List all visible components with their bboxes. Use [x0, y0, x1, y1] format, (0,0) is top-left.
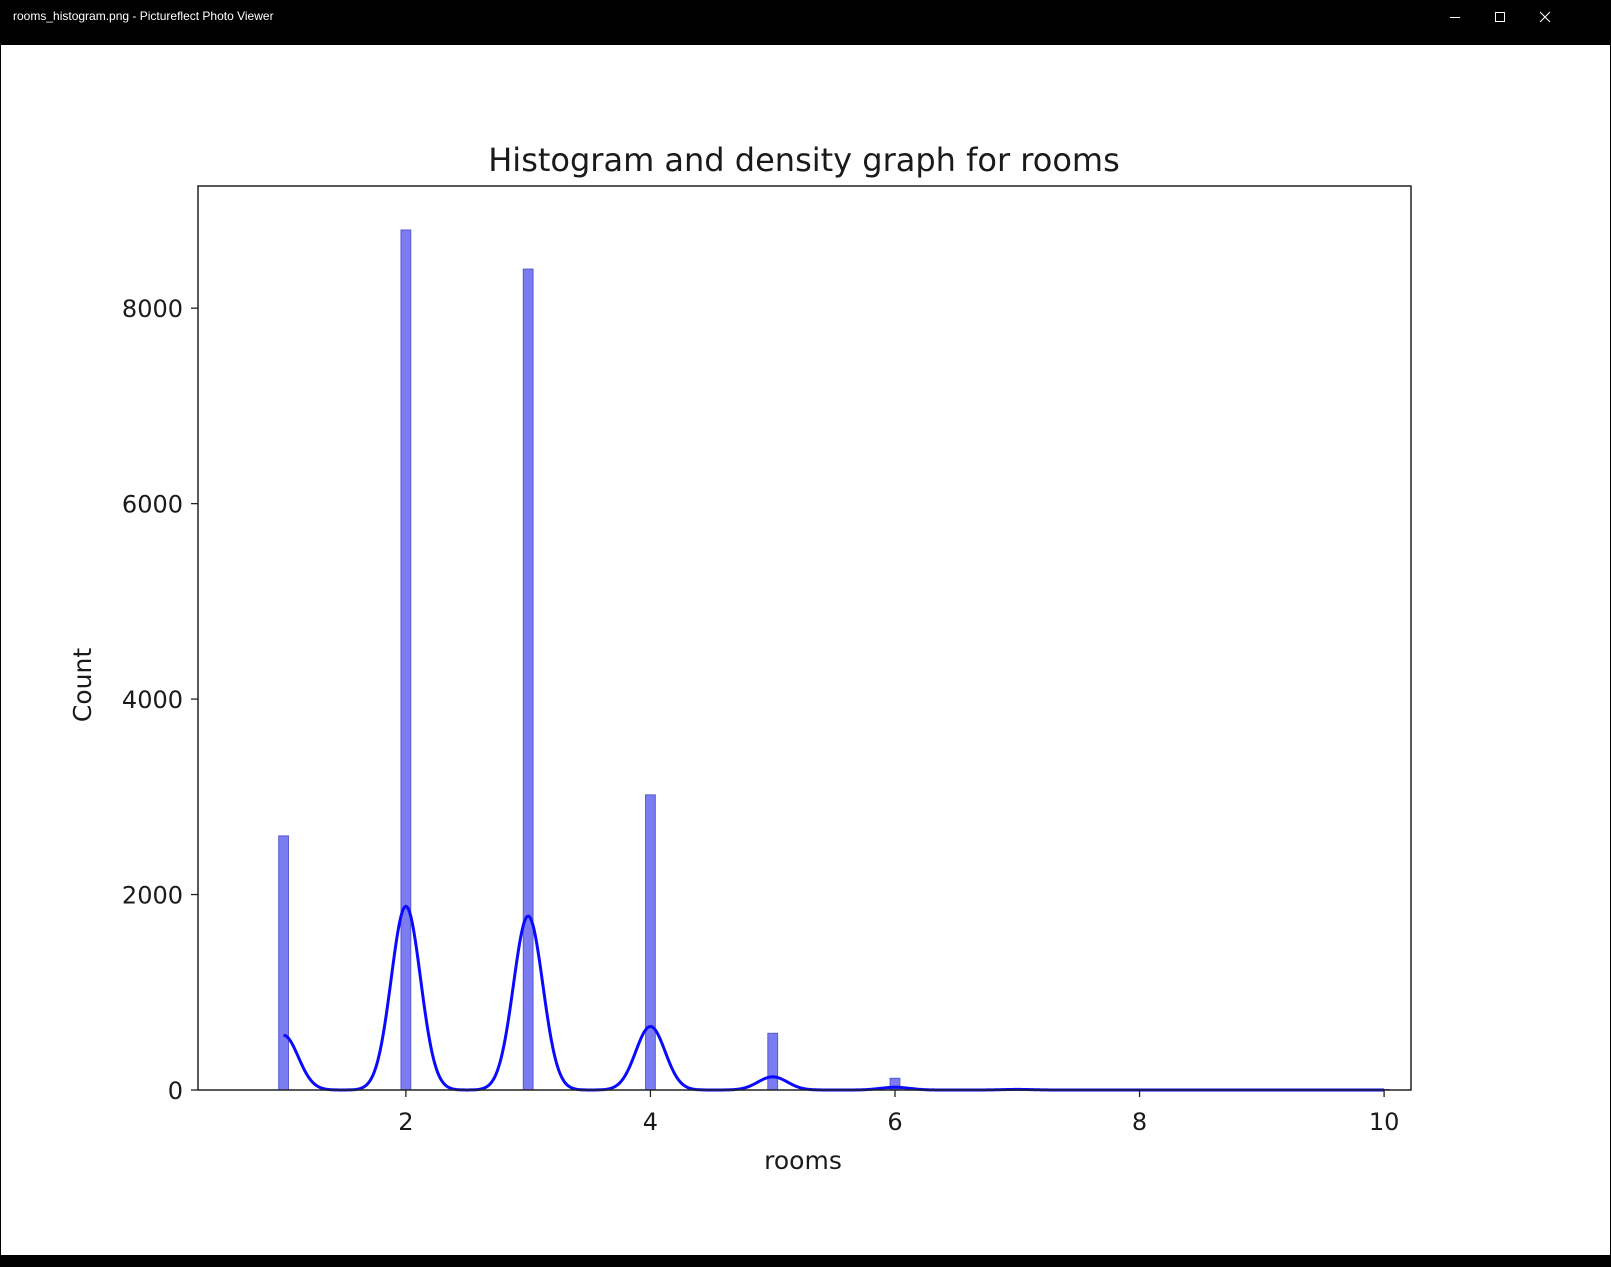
- bottom-bar: [0, 1255, 1611, 1267]
- plot-frame: [197, 185, 1412, 1091]
- image-canvas: Histogram and density graph for rooms ro…: [1, 45, 1610, 1255]
- x-tick-label: 10: [1369, 1108, 1400, 1136]
- x-tick-label: 8: [1132, 1108, 1147, 1136]
- histogram-chart: Histogram and density graph for rooms ro…: [68, 141, 1412, 1175]
- density-curve: [283, 904, 1385, 1092]
- y-tick-label: 8000: [122, 295, 183, 323]
- x-axis-label: rooms: [764, 1146, 842, 1175]
- chart-title: Histogram and density graph for rooms: [488, 141, 1120, 179]
- minimize-icon: [1450, 16, 1460, 18]
- histogram-bar-4: [645, 794, 656, 1091]
- density-line: [283, 904, 1385, 1092]
- window-title: rooms_histogram.png - Pictureflect Photo…: [13, 9, 274, 23]
- x-tick-label: 4: [643, 1108, 658, 1136]
- histogram-bar-3: [522, 268, 534, 1091]
- histogram-bar-2: [400, 229, 412, 1091]
- y-tick-label: 6000: [122, 491, 183, 519]
- histogram-bars: [278, 229, 1390, 1091]
- close-button[interactable]: [1522, 0, 1568, 33]
- axis-ticks: 2 4 6 8 10 0 2000 4000 6000 8000: [122, 295, 1399, 1136]
- histogram-bar-5: [767, 1032, 779, 1091]
- x-tick-label: 6: [887, 1108, 902, 1136]
- close-icon: [1539, 11, 1551, 22]
- y-tick-label: 4000: [122, 686, 183, 714]
- x-tick-label: 2: [398, 1108, 413, 1136]
- y-tick-label: 2000: [122, 882, 183, 910]
- y-axis-label: Count: [68, 648, 97, 722]
- title-bar[interactable]: rooms_histogram.png - Pictureflect Photo…: [0, 0, 1611, 45]
- y-tick-label: 0: [168, 1077, 183, 1105]
- maximize-icon: [1495, 11, 1505, 22]
- minimize-button[interactable]: [1432, 0, 1478, 33]
- histogram-bar-1: [278, 835, 289, 1091]
- maximize-button[interactable]: [1477, 0, 1523, 33]
